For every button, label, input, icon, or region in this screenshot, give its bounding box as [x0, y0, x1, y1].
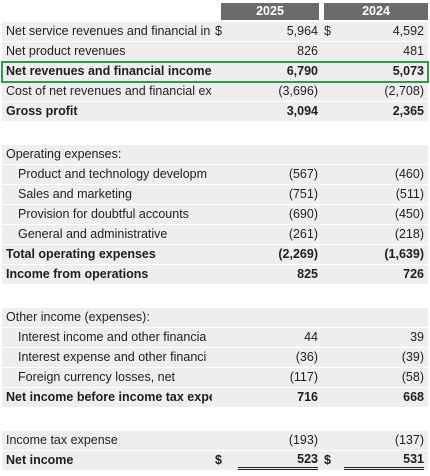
row-label: Cost of net revenues and financial ex — [6, 84, 212, 98]
value-2025: (261) — [288, 227, 318, 241]
value-2024: (511) — [395, 187, 424, 201]
row-label: Net product revenues — [6, 44, 126, 58]
value-2024: 726 — [403, 267, 424, 281]
table-row: Provision for doubtful accounts (690) (450… — [2, 205, 428, 225]
table-row: Net service revenues and financial in $5,… — [2, 22, 428, 42]
row-label: Interest income and other financia — [18, 330, 207, 344]
value-2024: (58) — [401, 370, 424, 384]
value-2025: (690) — [288, 207, 318, 221]
table-row: Gross profit 3,094 2,365 — [2, 102, 428, 122]
table-row: Total operating expenses (2,269) (1,639) — [2, 245, 428, 265]
row-label: Provision for doubtful accounts — [18, 207, 189, 221]
value-2024: 39 — [410, 330, 424, 344]
table-row: Income tax expense (193) (137) — [2, 431, 428, 451]
row-label: Other income (expenses): — [6, 310, 150, 324]
value-2025: 825 — [297, 267, 318, 281]
value-2025: (3,696) — [278, 84, 318, 98]
value-2025: 523 — [238, 451, 318, 470]
table-row: Product and technology developm (567) (460… — [2, 165, 428, 185]
table-row: Net product revenues 826 481 — [2, 42, 428, 62]
row-label: Net income — [6, 453, 74, 467]
value-2024: (2,708) — [384, 84, 424, 98]
currency: $ — [324, 453, 331, 467]
value-2025: (36) — [295, 350, 318, 364]
table-row: Other income (expenses): — [2, 308, 428, 328]
table-row: Net income before income tax expe 716 668 — [2, 388, 428, 408]
row-label: Product and technology developm — [18, 167, 208, 181]
table-row: Sales and marketing (751) (511) — [2, 185, 428, 205]
table-row: Cost of net revenues and financial ex (3,… — [2, 82, 428, 102]
column-header: 2024 — [324, 3, 428, 20]
value-2024: 531 — [344, 451, 424, 470]
currency: $ — [215, 24, 222, 38]
value-2025: 716 — [297, 390, 318, 404]
value-2025: (567) — [288, 167, 318, 181]
value-2024: (218) — [394, 227, 424, 241]
value-2025: (193) — [288, 433, 318, 447]
row-label: Income tax expense — [6, 433, 118, 447]
row-label: Operating expenses: — [6, 147, 122, 161]
value-2025: (751) — [288, 187, 318, 201]
row-label: Total operating expenses — [6, 247, 156, 261]
currency: $ — [324, 24, 331, 38]
table-row: Foreign currency losses, net (117) (58) — [2, 368, 428, 388]
row-label: Foreign currency losses, net — [18, 370, 176, 384]
value-2024: (450) — [394, 207, 424, 221]
table-row: Income from operations 825 726 — [2, 265, 428, 285]
row-label: General and administrative — [18, 227, 168, 241]
value-2025: 6,790 — [286, 64, 318, 78]
row-label: Gross profit — [6, 104, 78, 118]
value-2025: 3,094 — [286, 104, 318, 118]
value-2024: 5,073 — [392, 64, 424, 78]
value-2025: 826 — [297, 44, 318, 58]
value-2024: 668 — [403, 390, 424, 404]
row-label: Interest expense and other financi — [18, 350, 207, 364]
value-2025: (117) — [289, 370, 318, 384]
value-2024: (137) — [394, 433, 424, 447]
row-label: Net income before income tax expe — [6, 390, 212, 404]
value-2024: (460) — [394, 167, 424, 181]
table-row: Interest expense and other financi (36) (3… — [2, 348, 428, 368]
table-row: Interest income and other financia 44 39 — [2, 328, 428, 348]
value-2024: (39) — [401, 350, 424, 364]
value-2024: 2,365 — [392, 104, 424, 118]
row-label: Sales and marketing — [18, 187, 132, 201]
table-row: Net revenues and financial income 6,790 5,… — [1, 61, 429, 83]
table-row: Net income $523 $531 — [2, 451, 428, 471]
value-2025: (2,269) — [278, 247, 318, 261]
row-label: Net revenues and financial income — [6, 64, 212, 78]
row-label: Income from operations — [6, 267, 149, 281]
value-2024: 481 — [403, 44, 424, 58]
value-2025: 44 — [304, 330, 318, 344]
currency: $ — [215, 453, 222, 467]
value-2024: (1,639) — [384, 247, 424, 261]
table-row: General and administrative (261) (218) — [2, 225, 428, 245]
row-label: Net service revenues and financial in — [6, 24, 211, 38]
table-row: Operating expenses: — [2, 145, 428, 165]
value-2024: 4,592 — [392, 24, 424, 38]
column-header: 2025 — [221, 3, 319, 20]
value-2025: 5,964 — [286, 24, 318, 38]
